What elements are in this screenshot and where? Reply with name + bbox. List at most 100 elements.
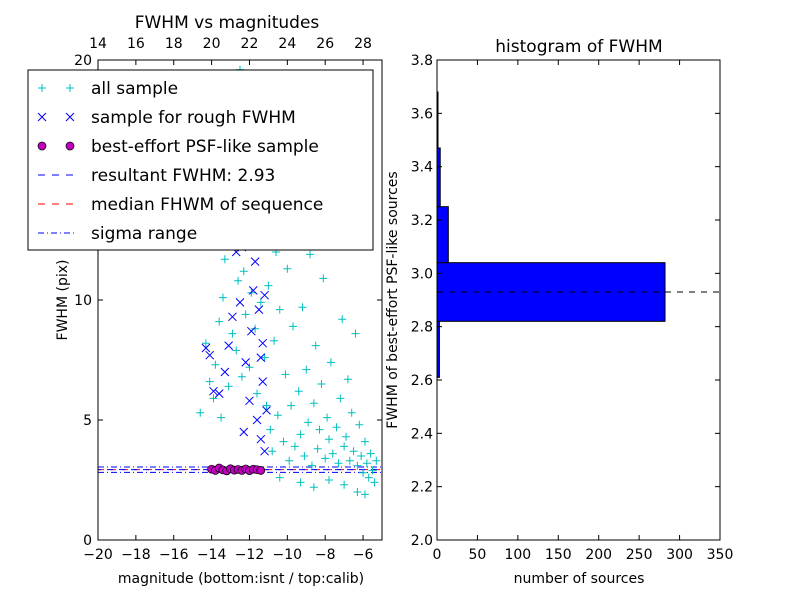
point-0-36 <box>273 411 282 420</box>
scatter-x-tick-label-5: −10 <box>273 547 303 563</box>
point-0-69 <box>336 394 345 403</box>
point-0-52 <box>304 418 313 427</box>
point-0-33 <box>268 447 277 456</box>
legend-entry-3: resultant FWHM: 2.93 <box>38 166 275 186</box>
histogram-panel: 0 50 100 150 200 250 300 350 2.0 2.2 2.4 2.6 2.8 3.0… <box>385 37 733 587</box>
scatter-legend: all sample sample for rough FWHM best-effo… <box>27 69 374 251</box>
histogram-y-axis-label: FWHM of best-effort PSF-like sources <box>385 171 401 428</box>
point-0-59 <box>317 380 326 388</box>
point-0-48 <box>296 430 305 439</box>
point-1-26 <box>258 338 268 348</box>
point-0-86 <box>368 466 377 475</box>
point-0-10 <box>224 382 233 391</box>
legend-box <box>27 69 374 251</box>
point-0-32 <box>266 425 275 434</box>
legend-entry-4: median FHWM of sequence <box>38 195 323 215</box>
point-0-24 <box>251 324 260 333</box>
point-0-68 <box>334 459 343 468</box>
point-1-0 <box>201 343 211 353</box>
scatter-top-tick-label-7: 28 <box>354 36 372 52</box>
scatter-x-tick-label-4: −12 <box>235 547 265 563</box>
point-0-2 <box>205 377 214 386</box>
point-0-61 <box>321 454 330 463</box>
point-0-92 <box>324 476 333 484</box>
legend-label-0: all sample <box>91 79 178 99</box>
scatter-top-ticks: 14 16 18 20 22 24 26 28 <box>89 36 372 52</box>
legend-entries: all sample sample for rough FWHM best-effo… <box>37 79 323 244</box>
point-0-73 <box>343 375 352 384</box>
point-0-90 <box>296 478 305 487</box>
histogram-y-tick-label-9: 3.8 <box>411 53 433 69</box>
point-2-13 <box>256 466 266 475</box>
histogram-y-tick-label-1: 2.2 <box>411 480 433 496</box>
point-0-19 <box>241 310 250 319</box>
histogram-y-tick-label-7: 3.4 <box>411 160 433 176</box>
point-0-31 <box>264 281 273 290</box>
point-0-7 <box>218 293 227 302</box>
scatter-y-tick-label-1: 5 <box>83 413 92 429</box>
legend-label-4: median FHWM of sequence <box>91 195 323 215</box>
legend-entry-5: sigma range <box>38 224 197 244</box>
point-0-30 <box>262 401 271 410</box>
point-0-29 <box>260 353 269 362</box>
point-0-0 <box>196 408 205 417</box>
point-0-4 <box>211 360 220 369</box>
point-0-45 <box>290 442 299 451</box>
point-0-70 <box>338 315 347 324</box>
point-0-95 <box>275 473 284 482</box>
point-0-42 <box>285 456 294 465</box>
point-0-67 <box>332 423 341 432</box>
point-0-87 <box>370 478 379 487</box>
legend-entry-2: best-effort PSF-like sample <box>37 137 319 157</box>
scatter-x-tick-label-6: −8 <box>315 547 336 563</box>
point-0-79 <box>355 420 364 429</box>
point-1-18 <box>256 434 266 444</box>
point-0-91 <box>309 483 318 492</box>
point-1-14 <box>248 286 258 295</box>
point-0-14 <box>232 346 241 355</box>
point-1-29 <box>256 353 266 362</box>
scatter-panel: −20 −18 −16 −14 −12 −10 −8 −6 0 5 10 20 14 16 18 20 22… <box>27 13 383 587</box>
legend-marker-a-1 <box>37 112 47 122</box>
scatter-y-ticks: 0 5 10 20 <box>74 53 382 549</box>
histogram-x-tick-label-4: 200 <box>585 547 612 563</box>
histogram-y-tick-label-8: 3.6 <box>411 106 433 122</box>
point-0-41 <box>283 264 292 273</box>
scatter-top-tick-label-2: 18 <box>165 36 183 52</box>
point-1-12 <box>245 396 254 406</box>
point-0-75 <box>347 408 356 417</box>
point-0-57 <box>313 444 322 453</box>
histogram-x-axis-label: number of sources <box>514 571 645 587</box>
point-0-63 <box>324 435 333 444</box>
point-0-78 <box>353 461 362 470</box>
point-0-5 <box>215 317 224 326</box>
point-0-39 <box>279 437 288 446</box>
point-0-17 <box>237 372 246 381</box>
point-1-2 <box>209 386 218 396</box>
point-0-1 <box>201 339 210 348</box>
legend-marker-b-0 <box>66 84 74 92</box>
point-1-1 <box>205 350 215 360</box>
point-0-58 <box>315 425 324 434</box>
point-0-88 <box>372 456 381 465</box>
point-0-53 <box>306 250 315 259</box>
point-0-12 <box>228 329 237 338</box>
point-0-6 <box>217 413 226 422</box>
point-0-77 <box>351 329 360 338</box>
scatter-top-tick-label-4: 22 <box>241 36 259 52</box>
point-1-5 <box>224 341 233 350</box>
point-1-19 <box>258 377 268 386</box>
point-0-40 <box>281 370 290 379</box>
scatter-x-tick-label-1: −18 <box>121 547 151 563</box>
scatter-x-ticks: −20 −18 −16 −14 −12 −10 −8 −6 <box>83 60 373 563</box>
histogram-y-tick-label-0: 2.0 <box>411 533 433 549</box>
point-1-11 <box>241 358 251 367</box>
point-1-20 <box>260 446 269 456</box>
scatter-x-tick-label-0: −20 <box>83 547 113 563</box>
histogram-bar-2 <box>436 206 449 264</box>
point-0-80 <box>357 452 366 460</box>
point-0-21 <box>245 363 254 372</box>
scatter-top-tick-label-3: 20 <box>203 36 221 52</box>
histogram-x-tick-label-6: 300 <box>666 547 693 563</box>
